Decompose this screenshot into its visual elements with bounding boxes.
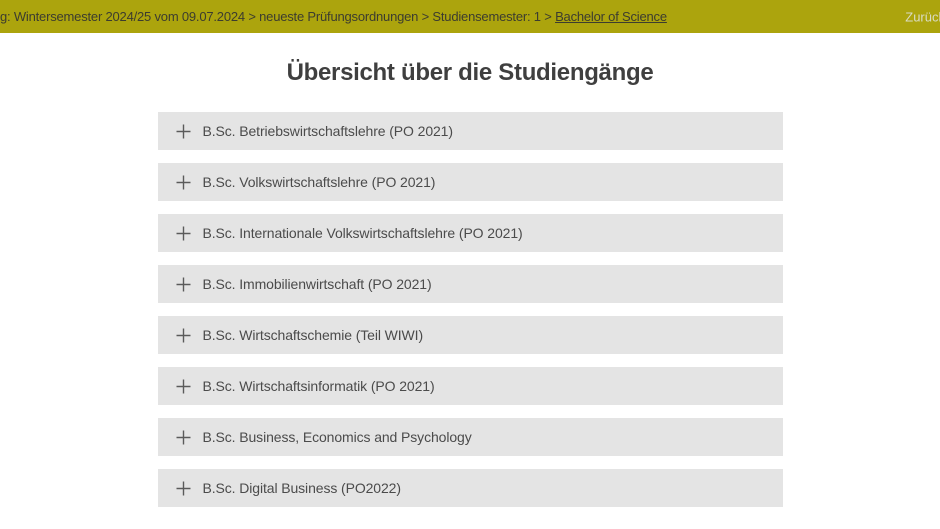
program-label: B.Sc. Immobilienwirtschaft (PO 2021)	[202, 276, 432, 292]
plus-icon	[176, 277, 191, 292]
plus-icon	[176, 175, 191, 190]
program-accordion-item-wirtschaftschemie[interactable]: B.Sc. Wirtschaftschemie (Teil WIWI)	[157, 316, 783, 354]
page-title: Übersicht über die Studiengänge	[286, 59, 654, 86]
program-accordion-item-business-economics-psychology[interactable]: B.Sc. Business, Economics and Psychology	[157, 418, 783, 456]
breadcrumb-link-bachelor-of-science[interactable]: Bachelor of Science	[555, 9, 667, 24]
program-label: B.Sc. Betriebswirtschaftslehre (PO 2021)	[202, 123, 454, 139]
program-label: B.Sc. Internationale Volkswirtschaftsleh…	[202, 225, 523, 241]
breadcrumb-bar: g: Wintersemester 2024/25 vom 09.07.2024…	[0, 0, 940, 33]
plus-icon	[176, 124, 191, 139]
program-label: B.Sc. Wirtschaftschemie (Teil WIWI)	[202, 327, 424, 343]
program-accordion-item-internationale-volkswirtschaftslehre[interactable]: B.Sc. Internationale Volkswirtschaftsleh…	[157, 214, 783, 252]
program-label: B.Sc. Digital Business (PO2022)	[202, 480, 402, 496]
program-list: B.Sc. Betriebswirtschaftslehre (PO 2021)…	[157, 112, 783, 507]
plus-icon	[176, 328, 191, 343]
program-label: B.Sc. Volkswirtschaftslehre (PO 2021)	[202, 174, 436, 190]
back-link[interactable]: Zurück	[905, 9, 940, 24]
program-label: B.Sc. Business, Economics and Psychology	[202, 429, 472, 445]
plus-icon	[176, 430, 191, 445]
content-area: Übersicht über die Studiengänge B.Sc. Be…	[0, 33, 940, 520]
program-accordion-item-wirtschaftsinformatik[interactable]: B.Sc. Wirtschaftsinformatik (PO 2021)	[157, 367, 783, 405]
program-accordion-item-betriebswirtschaftslehre[interactable]: B.Sc. Betriebswirtschaftslehre (PO 2021)	[157, 112, 783, 150]
breadcrumb: g: Wintersemester 2024/25 vom 09.07.2024…	[0, 9, 667, 24]
program-accordion-item-digital-business[interactable]: B.Sc. Digital Business (PO2022)	[157, 469, 783, 507]
plus-icon	[176, 226, 191, 241]
plus-icon	[176, 481, 191, 496]
breadcrumb-path: g: Wintersemester 2024/25 vom 09.07.2024…	[0, 9, 556, 24]
program-label: B.Sc. Wirtschaftsinformatik (PO 2021)	[202, 378, 435, 394]
program-accordion-item-volkswirtschaftslehre[interactable]: B.Sc. Volkswirtschaftslehre (PO 2021)	[157, 163, 783, 201]
plus-icon	[176, 379, 191, 394]
program-accordion-item-immobilienwirtschaft[interactable]: B.Sc. Immobilienwirtschaft (PO 2021)	[157, 265, 783, 303]
